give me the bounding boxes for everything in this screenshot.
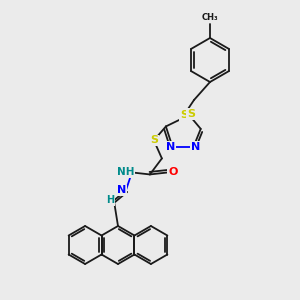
Text: N: N (117, 185, 127, 195)
Text: O: O (168, 167, 178, 177)
Text: CH₃: CH₃ (202, 14, 218, 22)
Text: S: S (180, 110, 188, 120)
Text: NH: NH (117, 167, 135, 177)
Text: S: S (150, 135, 158, 146)
Text: H: H (106, 195, 114, 206)
Text: N: N (166, 142, 175, 152)
Text: S: S (187, 109, 195, 119)
Text: N: N (191, 142, 200, 152)
